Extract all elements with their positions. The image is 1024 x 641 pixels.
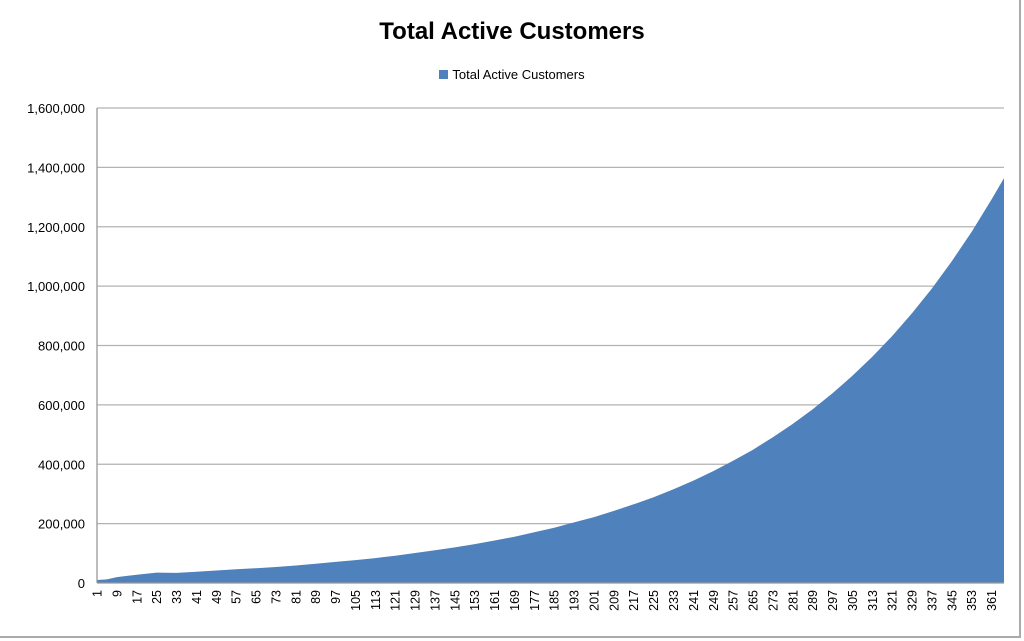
x-tick-label: 321 — [886, 590, 900, 611]
x-tick-label: 65 — [250, 590, 264, 604]
x-tick-label: 97 — [329, 590, 343, 604]
x-tick-label: 25 — [150, 590, 164, 604]
y-tick-label: 0 — [78, 576, 85, 591]
x-tick-label: 49 — [210, 590, 224, 604]
x-tick-label: 177 — [528, 590, 542, 611]
x-tick-label: 305 — [846, 590, 860, 611]
x-tick-label: 273 — [766, 590, 780, 611]
y-tick-label: 800,000 — [38, 339, 85, 354]
legend: Total Active Customers — [0, 67, 1024, 82]
x-tick-label: 17 — [130, 590, 144, 604]
chart-title: Total Active Customers — [379, 18, 645, 45]
x-tick-label: 9 — [110, 590, 124, 597]
x-tick-label: 225 — [647, 590, 661, 611]
x-tick-label: 137 — [428, 590, 442, 611]
x-tick-label: 249 — [707, 590, 721, 611]
y-tick-label: 400,000 — [38, 457, 85, 472]
x-tick-label: 33 — [170, 590, 184, 604]
x-tick-label: 361 — [985, 590, 999, 611]
x-tick-label: 105 — [349, 590, 363, 611]
x-tick-label: 217 — [627, 590, 641, 611]
x-tick-label: 41 — [190, 590, 204, 604]
x-tick-label: 57 — [230, 590, 244, 604]
y-tick-label: 1,200,000 — [27, 220, 85, 235]
x-tick-label: 329 — [906, 590, 920, 611]
x-tick-label: 89 — [309, 590, 323, 604]
x-tick-label: 345 — [945, 590, 959, 611]
x-tick-label: 353 — [965, 590, 979, 611]
x-tick-label: 113 — [369, 590, 383, 610]
x-tick-label: 129 — [409, 590, 423, 611]
x-tick-label: 153 — [468, 590, 482, 611]
x-tick-label: 73 — [269, 590, 283, 604]
x-tick-label: 169 — [508, 590, 522, 611]
x-tick-label: 185 — [548, 590, 562, 611]
x-tick-label: 193 — [568, 590, 582, 611]
x-tick-label: 81 — [289, 590, 303, 604]
y-tick-label: 1,400,000 — [27, 160, 85, 175]
x-tick-label: 257 — [727, 590, 741, 611]
legend-label: Total Active Customers — [452, 67, 585, 82]
x-tick-label: 201 — [587, 590, 601, 611]
x-tick-label: 313 — [866, 590, 880, 611]
x-tick-label: 233 — [667, 590, 681, 611]
x-tick-label: 281 — [786, 590, 800, 611]
x-tick-label: 209 — [607, 590, 621, 611]
x-tick-label: 161 — [488, 590, 502, 611]
y-tick-label: 200,000 — [38, 517, 85, 532]
x-tick-label: 297 — [826, 590, 840, 611]
legend-swatch — [439, 70, 449, 79]
x-tick-label: 265 — [747, 590, 761, 611]
x-tick-label: 1 — [91, 590, 105, 597]
x-tick-label: 121 — [389, 590, 403, 611]
series-area — [97, 178, 1004, 583]
x-tick-label: 337 — [925, 590, 939, 611]
x-tick-label: 145 — [448, 590, 462, 611]
y-tick-label: 600,000 — [38, 398, 85, 413]
x-tick-label: 289 — [806, 590, 820, 611]
x-tick-label: 241 — [687, 590, 701, 611]
y-tick-label: 1,600,000 — [27, 101, 85, 116]
y-tick-label: 1,000,000 — [27, 279, 85, 294]
